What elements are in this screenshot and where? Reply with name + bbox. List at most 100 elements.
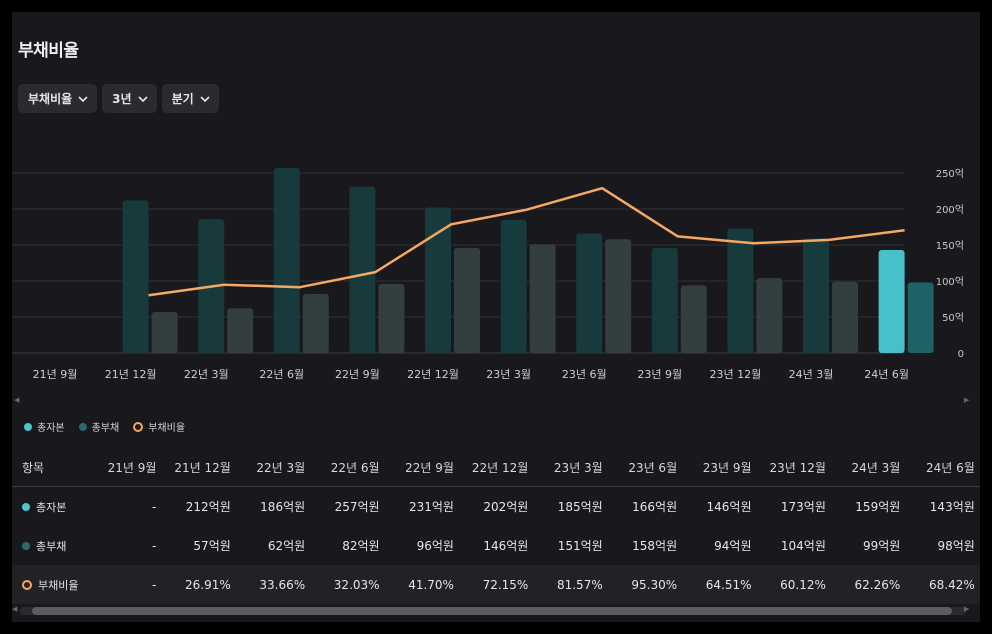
table-column-header: 23년 3월	[536, 448, 611, 487]
chart-scroll-right-icon[interactable]: ▶	[964, 396, 970, 404]
x-tick-label: 24년 6월	[864, 368, 909, 381]
table-row[interactable]: 총부채 - 57억원 62억원 82억원 96억원 146억원 151억원 158억원 94억원 1…	[12, 526, 980, 565]
table-cell: 231억원	[408, 500, 454, 514]
legend-item-ratio[interactable]: 부채비율	[133, 419, 185, 434]
capital-dot-icon	[24, 422, 32, 431]
capital-bar	[651, 247, 678, 353]
capital-bar	[500, 219, 527, 353]
filter-bar: 부채비율 3년 분기	[18, 84, 219, 113]
table-header-row: 항목 21년 9월 21년 12월 22년 3월 22년 6월 22년 9월 22년 12월…	[12, 448, 980, 487]
table-cell: 257억원	[334, 500, 380, 514]
table-column-header: 22년 6월	[313, 448, 388, 487]
table-cell: -	[152, 538, 157, 553]
x-tick-label: 24년 3월	[789, 368, 834, 381]
metric-dropdown[interactable]: 부채비율	[18, 84, 98, 113]
table-header-item: 항목	[12, 448, 90, 487]
debt-bar	[680, 285, 707, 353]
table-cell: 98억원	[937, 539, 975, 553]
table-column-header: 22년 3월	[238, 448, 314, 487]
table-cell: 173억원	[780, 500, 826, 514]
table-cell: 81.57%	[536, 565, 611, 604]
table-cell: 32.03%	[313, 565, 388, 604]
interval-dropdown[interactable]: 분기	[161, 84, 219, 113]
chevron-down-icon	[200, 95, 210, 102]
legend-label: 총자본	[37, 423, 65, 434]
period-dropdown[interactable]: 3년	[102, 84, 157, 113]
debt-bar	[832, 281, 858, 353]
table-cell: 64.51%	[685, 565, 760, 604]
chevron-down-icon	[78, 95, 88, 102]
debt-bar	[756, 278, 783, 353]
row-label-cell: 부채비율	[12, 565, 90, 604]
chart-scroll-left-icon[interactable]: ◀	[14, 396, 20, 404]
x-tick-label: 22년 6월	[259, 368, 304, 381]
table-cell: 62억원	[267, 539, 306, 553]
debt-bar	[907, 282, 934, 353]
table-cell: 185억원	[557, 500, 603, 514]
table-cell: 143억원	[929, 500, 975, 514]
table-cell: 151억원	[557, 539, 603, 553]
debt-dot-icon	[22, 541, 30, 550]
table-cell: 158억원	[632, 539, 678, 553]
table-cell: 68.42%	[908, 565, 980, 604]
legend-label: 총부채	[91, 423, 120, 434]
table-row[interactable]: 부채비율 -26.91% 33.66% 32.03% 41.70% 72.15% 81.57…	[12, 565, 980, 604]
table-scroll-left-icon[interactable]: ◀	[12, 605, 18, 613]
debt-bar	[454, 247, 480, 353]
chart-legend: 총자본 총부채 부채비율	[24, 419, 185, 434]
table-cell: 57억원	[193, 539, 231, 553]
table-scrollbar[interactable]: ◀ ▶	[12, 604, 980, 622]
capital-bar	[576, 233, 603, 353]
table-row[interactable]: 총자본 - 212억원 186억원 257억원 231억원 202억원 185억원 166억원 1…	[12, 486, 980, 526]
table-cell: 212억원	[185, 500, 231, 514]
table-column-header: 21년 12월	[164, 448, 239, 487]
table-cell: 146억원	[483, 539, 529, 553]
table-cell: 26.91%	[164, 565, 239, 604]
metric-dropdown-label: 부채비율	[28, 92, 73, 106]
legend-label: 부채비율	[148, 423, 186, 434]
x-tick-label: 23년 6월	[562, 368, 607, 381]
table-scroll-right-icon[interactable]: ▶	[964, 605, 970, 613]
y-tick-label: 150억	[936, 240, 964, 252]
table-cell: 159억원	[855, 500, 901, 514]
table-cell: 166억원	[632, 500, 678, 514]
debt-ratio-panel: 부채비율 부채비율 3년 분기 0 50억 100억 150억 200억 250억 21년 …	[12, 12, 980, 622]
row-label-text: 총부채	[36, 539, 67, 553]
table-cell: 72.15%	[461, 565, 537, 604]
debt-bar	[227, 308, 254, 353]
table-cell: 186억원	[260, 500, 306, 514]
scrollbar-thumb[interactable]	[32, 607, 952, 615]
table-cell: 60.12%	[759, 565, 834, 604]
table-cell: 33.66%	[238, 565, 314, 604]
capital-bar	[349, 186, 376, 353]
row-label: 총부채	[22, 538, 66, 554]
capital-dot-icon	[22, 502, 30, 511]
legend-item-debt[interactable]: 총부채	[78, 419, 120, 434]
interval-dropdown-label: 분기	[171, 92, 194, 106]
x-tick-label: 22년 12월	[407, 368, 459, 381]
row-label-cell: 총자본	[12, 486, 90, 526]
capital-bar	[425, 207, 451, 353]
capital-bar	[727, 228, 754, 353]
row-label-text: 총자본	[36, 500, 67, 514]
debt-dot-icon	[78, 422, 87, 431]
x-tick-label: 22년 9월	[335, 368, 380, 381]
x-tick-label: 21년 12월	[105, 368, 157, 381]
table-column-header: 22년 12월	[461, 448, 537, 487]
table-column-header: 24년 6월	[908, 448, 980, 487]
debt-bar	[151, 311, 178, 353]
table-column-header: 24년 3월	[833, 448, 909, 487]
y-tick-label: 100억	[936, 276, 964, 288]
legend-item-capital[interactable]: 총자본	[24, 419, 65, 434]
table-cell: -	[90, 565, 165, 604]
table-cell: 94억원	[714, 539, 752, 553]
capital-bar	[803, 238, 829, 353]
table-column-header: 23년 12월	[759, 448, 834, 487]
debt-bar	[605, 239, 632, 353]
table-cell: 146억원	[706, 500, 752, 514]
data-table-container: 항목 21년 9월 21년 12월 22년 3월 22년 6월 22년 9월 22년 12월…	[12, 448, 980, 604]
ratio-ring-icon	[133, 421, 144, 432]
capital-bar	[122, 200, 149, 353]
debt-ratio-chart[interactable]: 0 50억 100억 150억 200억 250억 21년 9월 21년 12월 22년 3월 2…	[12, 132, 980, 402]
table-column-header: 23년 6월	[610, 448, 686, 487]
